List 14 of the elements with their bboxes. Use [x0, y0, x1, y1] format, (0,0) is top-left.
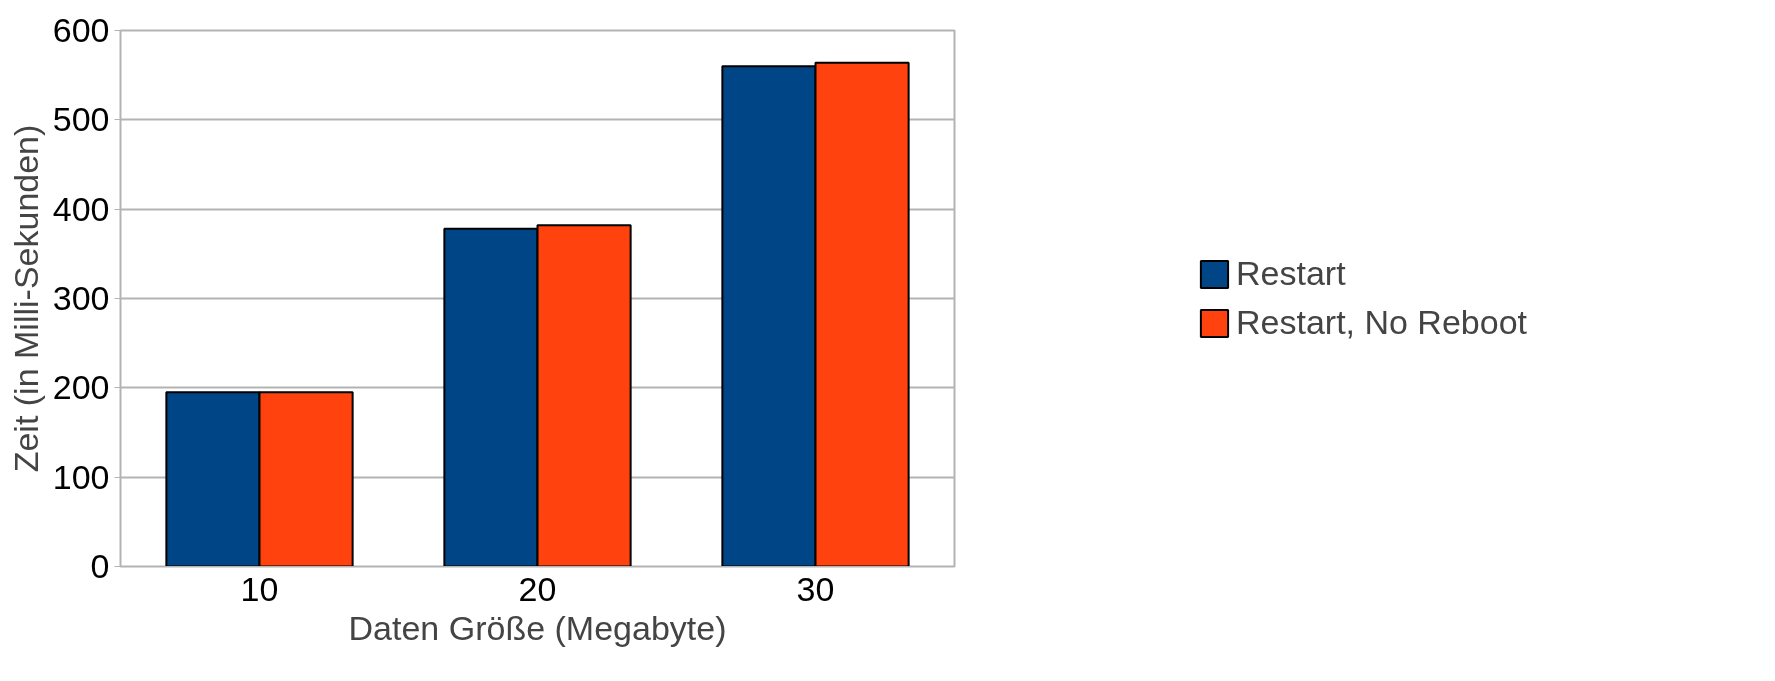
- legend-label: Restart, No Reboot: [1235, 303, 1528, 342]
- x-tick-label: 20: [518, 569, 557, 608]
- y-tick-label: 0: [90, 547, 110, 585]
- x-axis-title: Daten Größe (Megabyte): [348, 608, 727, 647]
- x-tick-label: 10: [240, 569, 279, 608]
- y-tick-label: 300: [52, 279, 110, 317]
- x-tick-label: 30: [796, 569, 835, 608]
- y-tick-label: 600: [52, 11, 110, 49]
- y-axis-title: Zeit (in Milli-Sekunden): [6, 124, 45, 473]
- y-tick-label: 200: [52, 368, 110, 407]
- y-tick-label: 400: [52, 189, 110, 228]
- legend-label: Restart: [1235, 254, 1347, 293]
- y-tick-label: 500: [52, 100, 110, 139]
- y-tick-label: 100: [52, 457, 110, 496]
